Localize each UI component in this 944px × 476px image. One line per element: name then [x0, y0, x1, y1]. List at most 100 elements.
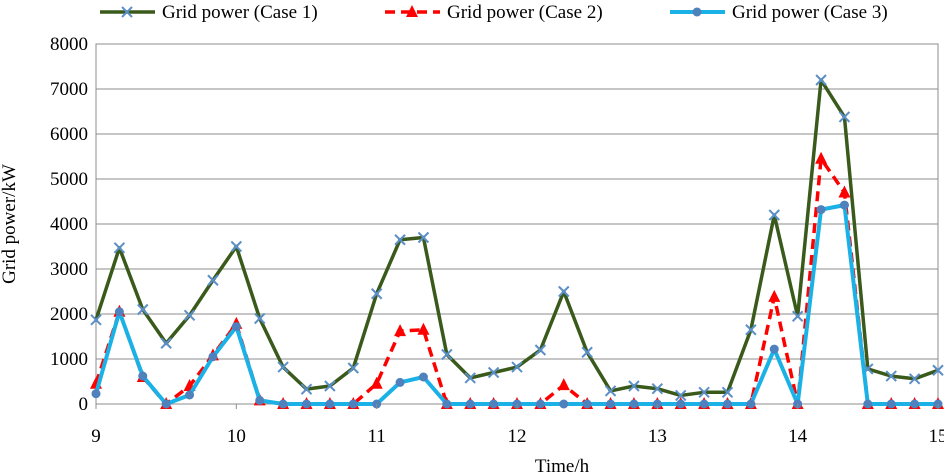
- data-point: [417, 231, 430, 244]
- data-point: [347, 362, 359, 374]
- data-point: [676, 399, 686, 409]
- data-point: [465, 399, 475, 409]
- data-point: [255, 395, 265, 405]
- legend-label: Grid power (Case 2): [447, 2, 603, 23]
- data-point: [651, 382, 664, 395]
- data-point: [464, 372, 476, 384]
- y-tick-label: 3000: [50, 259, 88, 280]
- data-point: [908, 373, 921, 385]
- data-point: [721, 386, 734, 399]
- data-point: [183, 309, 196, 322]
- data-point: [534, 344, 547, 356]
- y-axis-title: Grid power/kW: [0, 164, 20, 284]
- data-point: [325, 399, 335, 409]
- legend-marker: [406, 5, 418, 17]
- data-point: [489, 399, 499, 409]
- data-point: [395, 377, 405, 387]
- data-point: [535, 399, 545, 409]
- data-point: [839, 200, 849, 210]
- data-point: [746, 399, 756, 409]
- series-2: [90, 151, 944, 409]
- data-point: [863, 399, 873, 409]
- series-line-1: [94, 78, 939, 398]
- data-point: [628, 380, 640, 392]
- data-point: [769, 344, 779, 354]
- legend-item-1: Grid power (Case 1): [100, 2, 318, 23]
- data-point: [581, 346, 593, 358]
- data-point: [815, 151, 828, 164]
- data-point: [604, 385, 617, 397]
- data-point: [370, 376, 383, 389]
- data-point: [394, 324, 407, 337]
- data-point: [815, 74, 827, 86]
- data-point: [300, 383, 313, 395]
- data-point: [442, 399, 452, 409]
- y-tick-label: 7000: [50, 79, 88, 100]
- data-point: [511, 361, 523, 373]
- data-point: [559, 399, 569, 409]
- series-line-3: [94, 203, 938, 406]
- y-tick-label: 1000: [50, 349, 88, 370]
- data-point: [230, 240, 243, 253]
- x-tick-label: 15: [929, 426, 944, 447]
- data-point: [114, 307, 124, 317]
- x-tick-label: 13: [648, 426, 667, 447]
- data-point: [207, 274, 219, 286]
- data-point: [113, 242, 126, 254]
- data-point: [699, 399, 709, 409]
- x-tick-label: 14: [788, 426, 808, 447]
- x-axis-ticks: 9 10 11 12 13 14 15: [91, 404, 944, 447]
- y-tick-label: 0: [79, 394, 89, 415]
- data-point: [254, 312, 266, 325]
- data-point: [838, 111, 851, 123]
- data-point: [745, 324, 757, 336]
- legend-marker: [121, 6, 133, 18]
- data-point: [278, 399, 288, 409]
- data-point: [137, 303, 149, 316]
- data-point: [441, 348, 453, 361]
- data-point: [606, 399, 616, 409]
- data-point: [91, 389, 101, 399]
- legend-marker: [692, 7, 702, 17]
- data-point: [558, 285, 570, 298]
- data-point: [231, 322, 241, 332]
- data-point: [185, 390, 195, 400]
- data-point: [582, 399, 592, 409]
- data-point: [302, 399, 311, 409]
- y-tick-label: 2000: [50, 304, 88, 325]
- data-point: [417, 322, 430, 335]
- data-point: [324, 380, 336, 392]
- legend-item-2: Grid power (Case 2): [385, 2, 603, 23]
- data-point: [768, 209, 780, 221]
- x-tick-label: 10: [227, 426, 246, 447]
- x-tick-label: 12: [508, 426, 527, 447]
- y-tick-label: 4000: [50, 214, 88, 235]
- data-point: [160, 337, 172, 349]
- chart-legend: Grid power (Case 1) Grid power (Case 2) Gr…: [100, 2, 888, 23]
- data-point: [629, 399, 639, 409]
- data-point: [208, 352, 218, 362]
- x-axis-title: Time/h: [535, 456, 590, 476]
- data-point: [348, 399, 358, 409]
- data-point: [90, 314, 102, 326]
- data-point: [886, 399, 896, 409]
- y-tick-label: 8000: [50, 34, 88, 55]
- x-tick-label: 11: [368, 426, 386, 447]
- x-tick-label: 9: [91, 426, 101, 447]
- legend-item-3: Grid power (Case 3): [670, 2, 888, 23]
- y-tick-label: 5000: [50, 169, 88, 190]
- data-point: [910, 399, 920, 409]
- data-point: [138, 371, 148, 381]
- data-point: [418, 372, 428, 382]
- data-point: [370, 288, 383, 300]
- y-axis-ticks: 0 1000 2000 3000 4000 5000 6000 7000 8000: [50, 34, 88, 415]
- gridlines: [96, 88, 938, 360]
- y-tick-label: 6000: [50, 124, 88, 145]
- data-point: [675, 389, 687, 402]
- series-1: [90, 74, 944, 402]
- data-point: [838, 185, 851, 198]
- data-point: [487, 366, 500, 379]
- legend-label: Grid power (Case 3): [732, 2, 888, 23]
- data-point: [816, 205, 826, 215]
